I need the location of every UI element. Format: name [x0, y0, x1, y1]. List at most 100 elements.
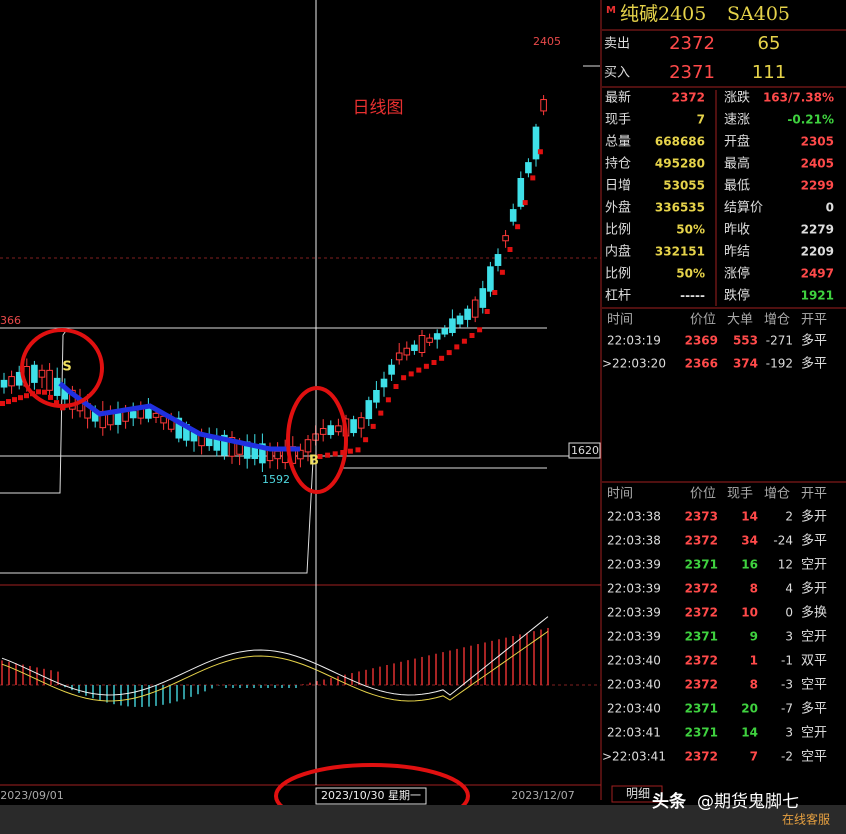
- table-cell: 10: [741, 606, 758, 620]
- table-cell: -7: [781, 702, 793, 716]
- sar-dot: [355, 447, 361, 453]
- annotation-circle: [286, 386, 348, 494]
- table-cell: 2372: [685, 678, 718, 692]
- table-cell: 14: [741, 510, 758, 524]
- table-cell: >22:03:20: [602, 357, 666, 371]
- stat-label: 现手: [605, 113, 631, 128]
- contract-name: 纯碱2405: [620, 3, 706, 25]
- table-cell: -271: [766, 334, 793, 348]
- table-cell: 7: [750, 750, 758, 764]
- table-header: 开平: [801, 313, 827, 328]
- candle-body: [471, 299, 479, 318]
- sar-dot: [6, 399, 11, 405]
- quote-price: 2371: [669, 62, 715, 83]
- indicator-line: [1, 630, 549, 702]
- table-cell: -192: [766, 357, 793, 371]
- candle-body: [365, 400, 373, 420]
- table-cell: 14: [741, 726, 758, 740]
- sar-dot: [378, 410, 384, 416]
- table-cell: 3: [785, 726, 793, 740]
- candle-body: [525, 162, 532, 174]
- sar-dot: [522, 200, 528, 206]
- stat-value: 7: [697, 113, 705, 127]
- stat-value: 50%: [676, 267, 705, 281]
- price-tag-box: [568, 442, 601, 459]
- tab-label[interactable]: 明细: [626, 787, 650, 801]
- table-cell: 22:03:39: [607, 582, 661, 596]
- service-link[interactable]: 在线客服: [782, 812, 830, 827]
- sar-dot: [347, 448, 353, 454]
- stat-value: -----: [680, 289, 705, 303]
- candle-body: [259, 443, 266, 464]
- low-label: 1592: [262, 473, 290, 486]
- sar-dot: [393, 384, 399, 389]
- candle-body: [403, 347, 411, 356]
- sar-dot: [42, 389, 47, 395]
- stat-value: 495280: [655, 157, 705, 171]
- stat-label: 日增: [605, 179, 631, 194]
- stat-value: 2209: [801, 245, 834, 259]
- price-tag: 1620: [571, 444, 599, 457]
- candle-body: [464, 308, 471, 320]
- sar-dot: [18, 395, 23, 401]
- table-cell: 2371: [685, 558, 718, 572]
- candle-body: [441, 328, 449, 335]
- table-cell: 22:03:39: [607, 558, 661, 572]
- candle-body: [540, 99, 547, 112]
- table-cell: 553: [733, 334, 758, 348]
- candle-body: [456, 315, 464, 325]
- table-cell: 9: [750, 630, 758, 644]
- candle-body: [53, 377, 61, 396]
- sar-dot: [431, 360, 437, 365]
- sar-dot: [12, 397, 17, 403]
- flag: M: [606, 5, 616, 16]
- table-cell: 双平: [801, 654, 827, 669]
- panel-header: [602, 0, 846, 30]
- tab[interactable]: [611, 785, 663, 803]
- candle-body: [449, 318, 456, 333]
- sar-dot: [332, 451, 338, 457]
- buy-signal: B: [309, 454, 319, 469]
- table-cell: 2372: [685, 534, 718, 548]
- sar-dot: [385, 397, 391, 403]
- table-cell: >22:03:41: [602, 750, 666, 764]
- sar-dot: [370, 423, 376, 429]
- candle-body: [479, 288, 487, 308]
- watermark-source: 头条: [652, 791, 687, 812]
- stat-value: 332151: [655, 245, 705, 259]
- quote-label: 买入: [604, 66, 630, 81]
- stat-label: 持仓: [605, 157, 631, 172]
- table-cell: 空开: [801, 726, 827, 741]
- candle-body: [532, 126, 540, 160]
- candle-body: [46, 369, 53, 391]
- candle-body: [69, 389, 76, 410]
- candle-body: [494, 254, 502, 266]
- table-cell: 2373: [685, 510, 718, 524]
- table-cell: 多换: [801, 605, 827, 621]
- stat-label: 内盘: [605, 244, 631, 260]
- table-cell: 多平: [801, 701, 827, 717]
- table-cell: 22:03:39: [607, 606, 661, 620]
- candle-body: [319, 428, 327, 435]
- stat-value: 50%: [676, 223, 705, 237]
- candle-body: [418, 335, 426, 353]
- indicator-line: [1, 616, 549, 696]
- table-cell: 22:03:40: [607, 678, 661, 692]
- table-header: 价位: [690, 313, 716, 328]
- chart-title: 日线图: [353, 98, 404, 118]
- table-cell: 16: [741, 558, 758, 572]
- stat-value: 2405: [801, 157, 834, 171]
- candle-body: [395, 352, 403, 361]
- candle-body: [509, 209, 517, 222]
- status-bar: [0, 805, 846, 834]
- stat-label: 速涨: [724, 113, 750, 128]
- table-cell: 374: [733, 357, 758, 371]
- table-cell: 2372: [685, 750, 718, 764]
- candle-body: [8, 376, 15, 387]
- sar-dot: [423, 363, 429, 369]
- table-cell: 多平: [801, 533, 827, 549]
- sar-dot: [469, 333, 475, 338]
- sar-dot: [484, 309, 490, 314]
- high-label: 2405: [533, 35, 561, 48]
